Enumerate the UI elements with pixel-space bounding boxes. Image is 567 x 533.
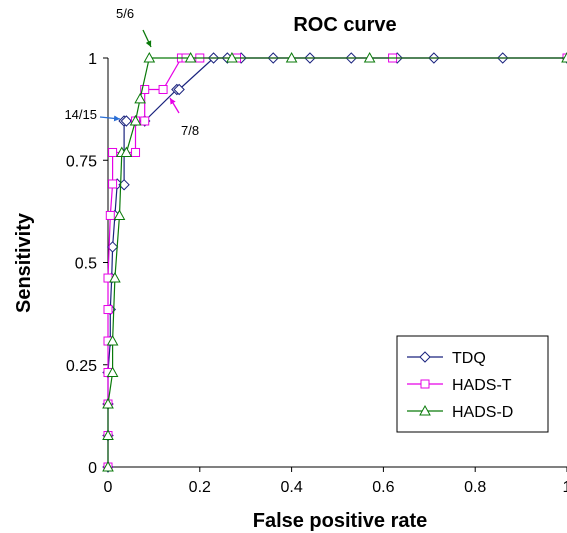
legend-marker-hads-d — [419, 404, 431, 416]
x-tick-label: 0 — [104, 479, 113, 496]
x-axis-label: False positive rate — [253, 510, 428, 532]
legend-label: HADS-T — [452, 377, 512, 394]
data-point-tdq — [120, 115, 133, 127]
legend: TDQ HADS-T HADS-D — [396, 335, 549, 433]
data-point-hads-d — [129, 114, 142, 126]
data-point-hads-d — [102, 429, 114, 441]
annotation-arrow — [99, 115, 121, 122]
data-point-hads-d — [363, 51, 376, 63]
data-point-hads-t — [108, 179, 118, 189]
data-point-hads-t — [108, 147, 118, 157]
annotation-arrow — [142, 29, 152, 48]
legend-marker-tdq — [419, 351, 431, 363]
data-point-hads-t — [131, 147, 141, 157]
legend-label: TDQ — [452, 350, 486, 367]
legend-item-hads-t: HADS-T — [407, 377, 512, 394]
legend-item-hads-d: HADS-D — [407, 404, 513, 421]
legend-marker-hads-t — [420, 379, 430, 389]
data-point-hads-t — [103, 305, 113, 315]
annotation-label: 14/15 — [64, 107, 97, 122]
y-axis-label: Sensitivity — [13, 212, 35, 313]
annotation-arrow — [169, 97, 180, 114]
legend-item-tdq: TDQ — [407, 350, 486, 367]
data-point-hads-d — [143, 51, 156, 63]
annotation-label: 5/6 — [116, 6, 134, 21]
x-tick-label: 0.8 — [464, 479, 486, 496]
y-tick-label: 0 — [88, 460, 97, 477]
chart-title: ROC curve — [293, 14, 396, 36]
x-tick-label: 0.4 — [280, 479, 302, 496]
data-point-hads-d — [184, 51, 197, 63]
data-point-hads-d — [102, 460, 114, 472]
annotation-layer: 5/6 14/15 7/8 — [64, 6, 199, 138]
legend-box — [396, 335, 549, 433]
series-hads-d — [102, 51, 567, 472]
data-point-hads-d — [102, 397, 114, 409]
y-tick-label: 0.5 — [75, 256, 97, 273]
data-point-hads-d — [106, 334, 119, 346]
series-layer — [102, 51, 567, 473]
x-tick-label: 1 — [563, 479, 567, 496]
data-point-hads-d — [113, 209, 126, 220]
data-point-hads-t — [140, 116, 150, 126]
data-point-hads-d — [120, 146, 133, 157]
data-point-hads-d — [109, 272, 121, 283]
axis-ticks: 0 0.2 0.4 0.6 0.8 1 0 0.25 0.5 0.75 1 — [66, 51, 567, 496]
data-point-hads-d — [134, 92, 146, 104]
x-tick-label: 0.2 — [189, 479, 211, 496]
data-point-hads-d — [106, 366, 119, 378]
y-tick-label: 0.75 — [66, 153, 97, 170]
y-tick-label: 1 — [88, 51, 97, 68]
legend-label: HADS-D — [452, 404, 513, 421]
annotation-label: 7/8 — [181, 123, 199, 138]
y-axis-label-group: Sensitivity — [13, 212, 35, 313]
data-point-tdq — [173, 83, 185, 96]
data-point-hads-d — [226, 51, 238, 63]
y-tick-label: 0.25 — [66, 358, 97, 375]
data-point-hads-t — [105, 210, 115, 220]
data-point-hads-t — [140, 84, 150, 94]
data-point-hads-d — [561, 51, 567, 63]
data-point-hads-d — [285, 51, 298, 63]
x-tick-label: 0.6 — [372, 479, 394, 496]
data-point-hads-t — [158, 84, 168, 94]
